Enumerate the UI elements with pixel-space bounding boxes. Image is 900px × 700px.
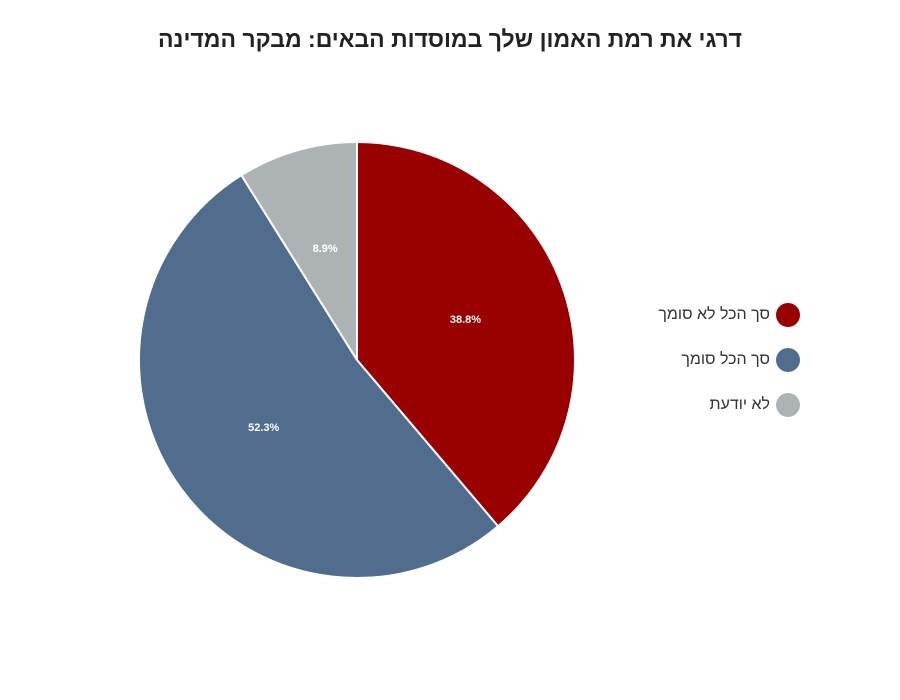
pie-slice-label-0: 38.8%: [450, 314, 481, 326]
legend-item-not-trust[interactable]: סך הכל לא סומך: [600, 300, 800, 330]
legend-swatch: [776, 303, 800, 327]
pie-labels: 38.8% 52.3% 8.9%: [248, 243, 481, 434]
pie-slice-label-1: 52.3%: [248, 422, 279, 434]
pie-slice-0[interactable]: [356, 141, 576, 528]
pie-slices: [138, 141, 576, 579]
legend-label: לא יודעת: [709, 396, 770, 413]
pie-slice-label-2: 8.9%: [313, 243, 338, 255]
legend-label: סך הכל לא סומך: [658, 306, 770, 323]
pie-slice-1[interactable]: [138, 174, 500, 579]
chart-title: דרגי את רמת האמון שלך במוסדות הבאים: מבק…: [157, 26, 743, 52]
pie-slice-2[interactable]: [240, 141, 358, 361]
legend-label: סך הכל סומך: [681, 351, 770, 368]
legend-item-dont-know[interactable]: לא יודעת: [600, 390, 800, 420]
legend-swatch: [776, 393, 800, 417]
legend-item-trust[interactable]: סך הכל סומך: [600, 345, 800, 375]
legend-swatch: [776, 348, 800, 372]
legend: סך הכל לא סומך סך הכל סומך לא יודעת: [600, 300, 800, 435]
